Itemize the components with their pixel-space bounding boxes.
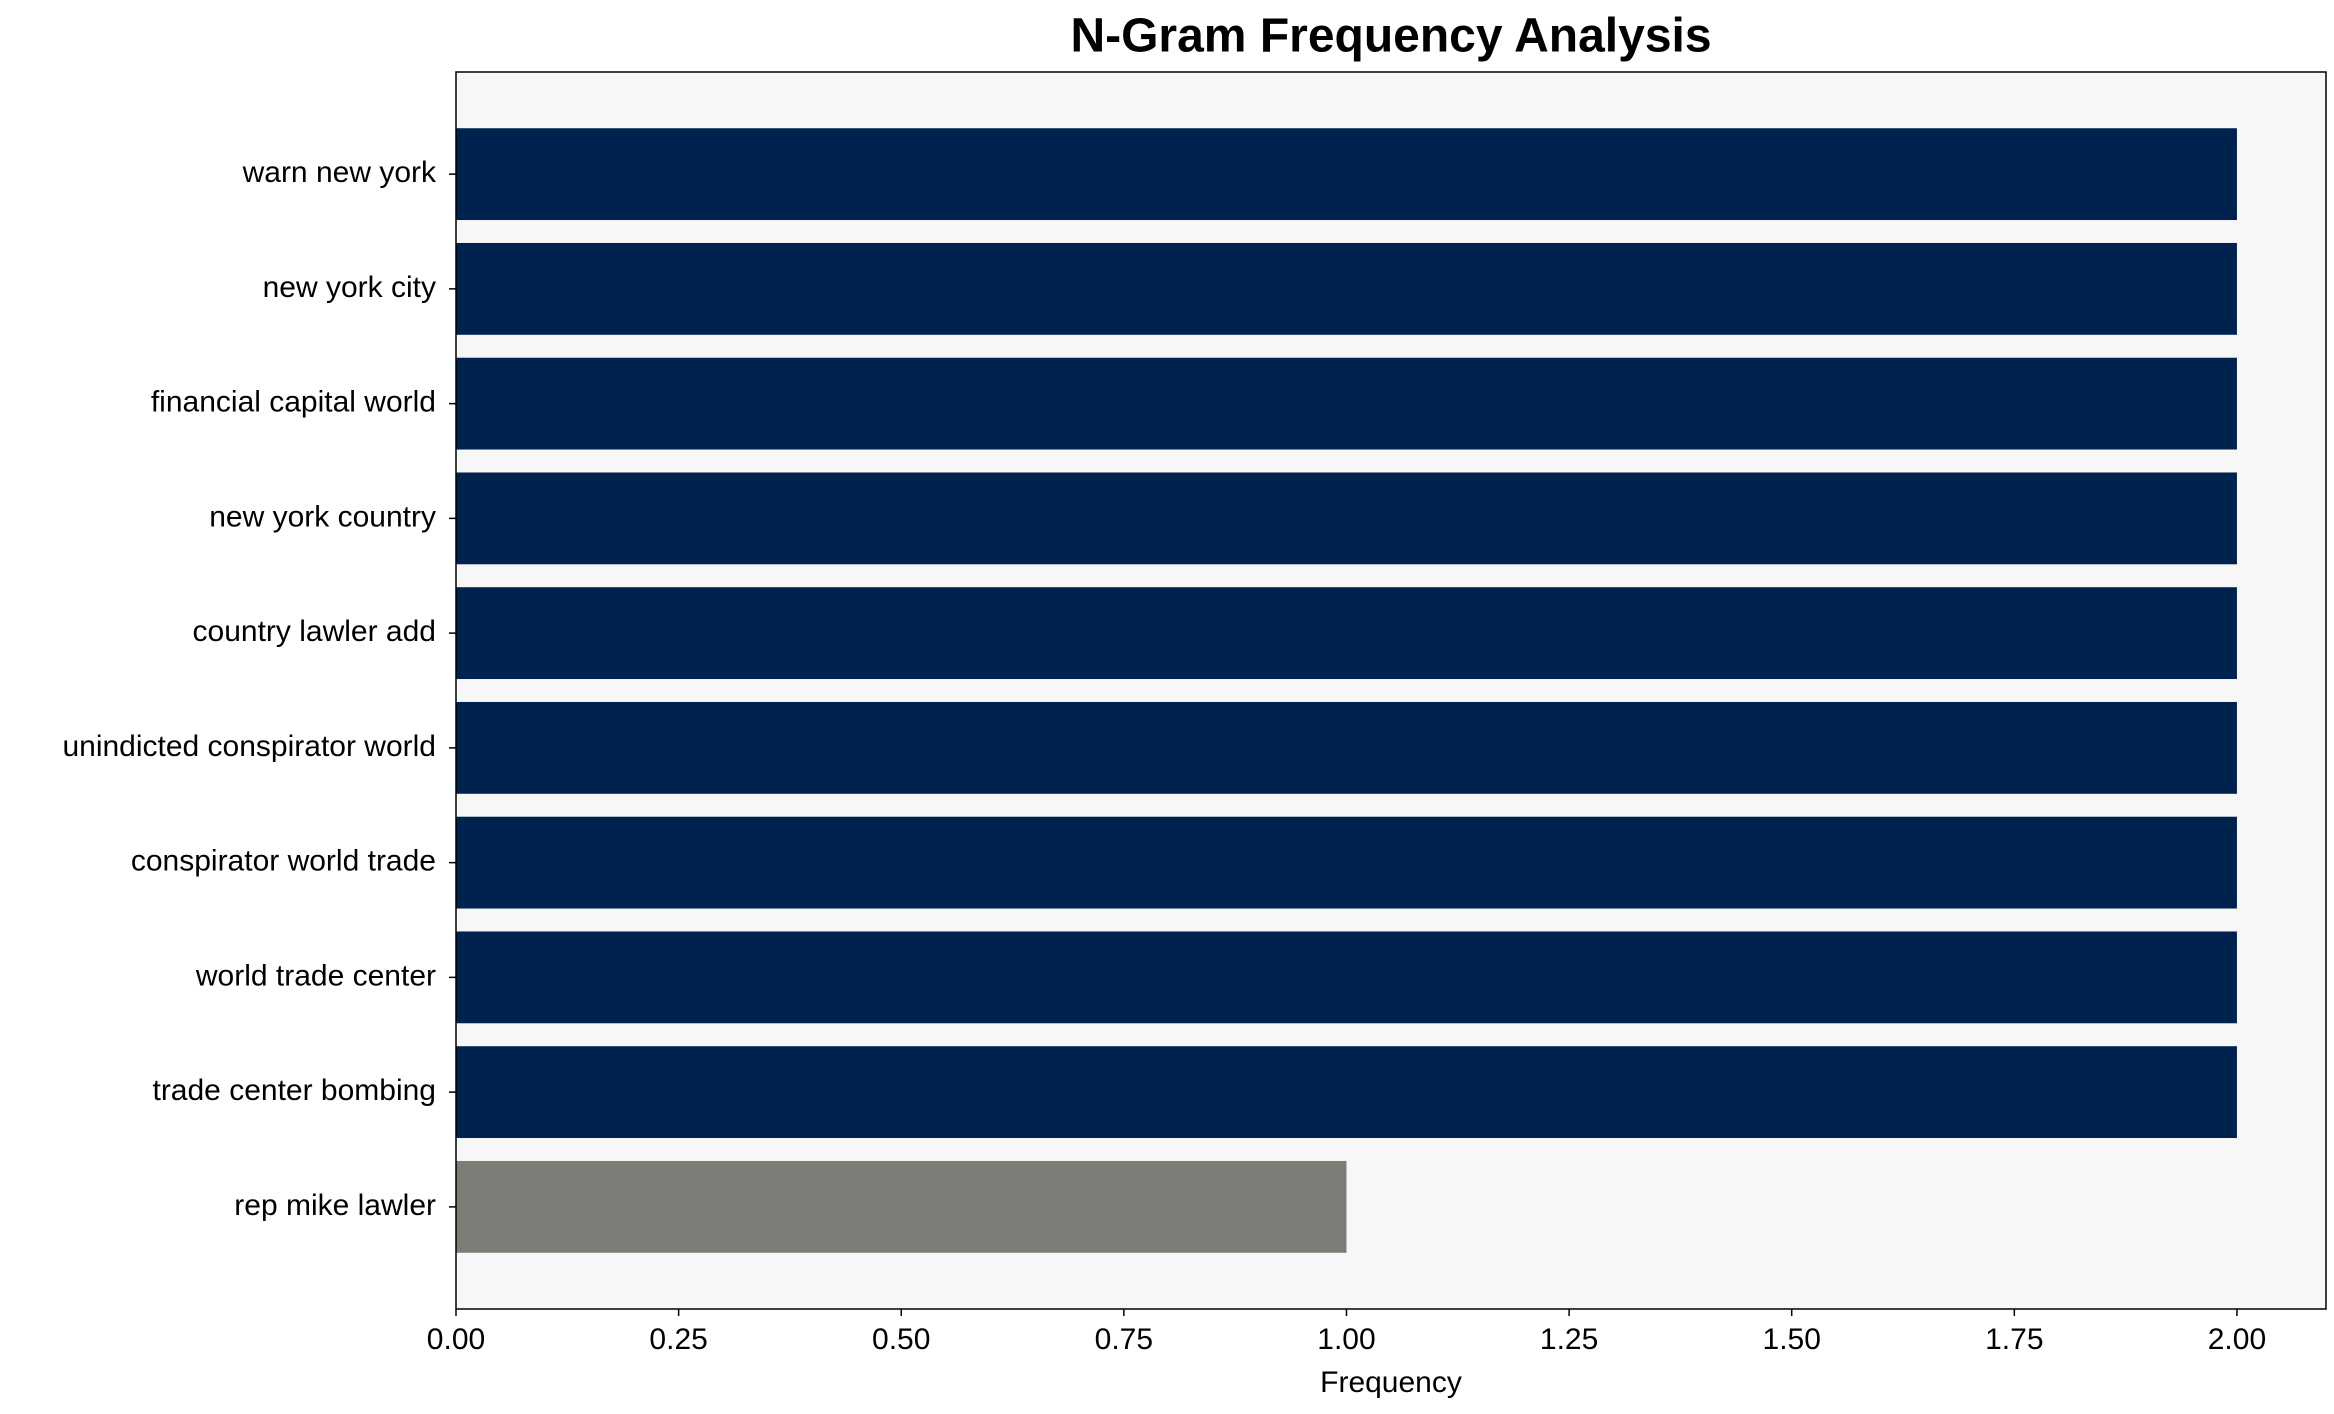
x-tick-label: 2.00 <box>2208 1323 2266 1356</box>
bar <box>456 701 2237 794</box>
y-tick-label: new york city <box>263 271 436 304</box>
x-tick-label: 0.75 <box>1095 1323 1153 1356</box>
bar <box>456 1046 2237 1139</box>
x-tick-label: 1.50 <box>1763 1323 1821 1356</box>
bar <box>456 587 2237 680</box>
x-tick-label: 0.50 <box>872 1323 930 1356</box>
y-tick-label: trade center bombing <box>152 1074 436 1107</box>
bar <box>456 931 2237 1024</box>
x-tick-label: 1.00 <box>1317 1323 1375 1356</box>
x-tick-label: 0.00 <box>427 1323 485 1356</box>
chart-title: N-Gram Frequency Analysis <box>1070 10 1711 63</box>
bar <box>456 472 2237 565</box>
bar <box>456 1160 1347 1253</box>
y-tick-label: financial capital world <box>151 386 436 419</box>
y-tick-label: rep mike lawler <box>234 1189 436 1222</box>
bar <box>456 816 2237 909</box>
y-tick-label: new york country <box>209 500 436 533</box>
y-tick-label: warn new york <box>242 156 437 189</box>
y-tick-label: country lawler add <box>193 615 436 648</box>
y-tick-label: world trade center <box>195 959 436 992</box>
y-tick-label: conspirator world trade <box>131 845 436 878</box>
x-tick-label: 1.25 <box>1540 1323 1598 1356</box>
bar <box>456 242 2237 335</box>
bar <box>456 357 2237 450</box>
y-tick-label: unindicted conspirator world <box>62 730 436 763</box>
x-axis-label: Frequency <box>1320 1366 1462 1399</box>
x-tick-label: 1.75 <box>1985 1323 2043 1356</box>
plot-frame <box>455 71 2327 1310</box>
bar <box>456 128 2237 221</box>
x-tick-label: 0.25 <box>649 1323 707 1356</box>
